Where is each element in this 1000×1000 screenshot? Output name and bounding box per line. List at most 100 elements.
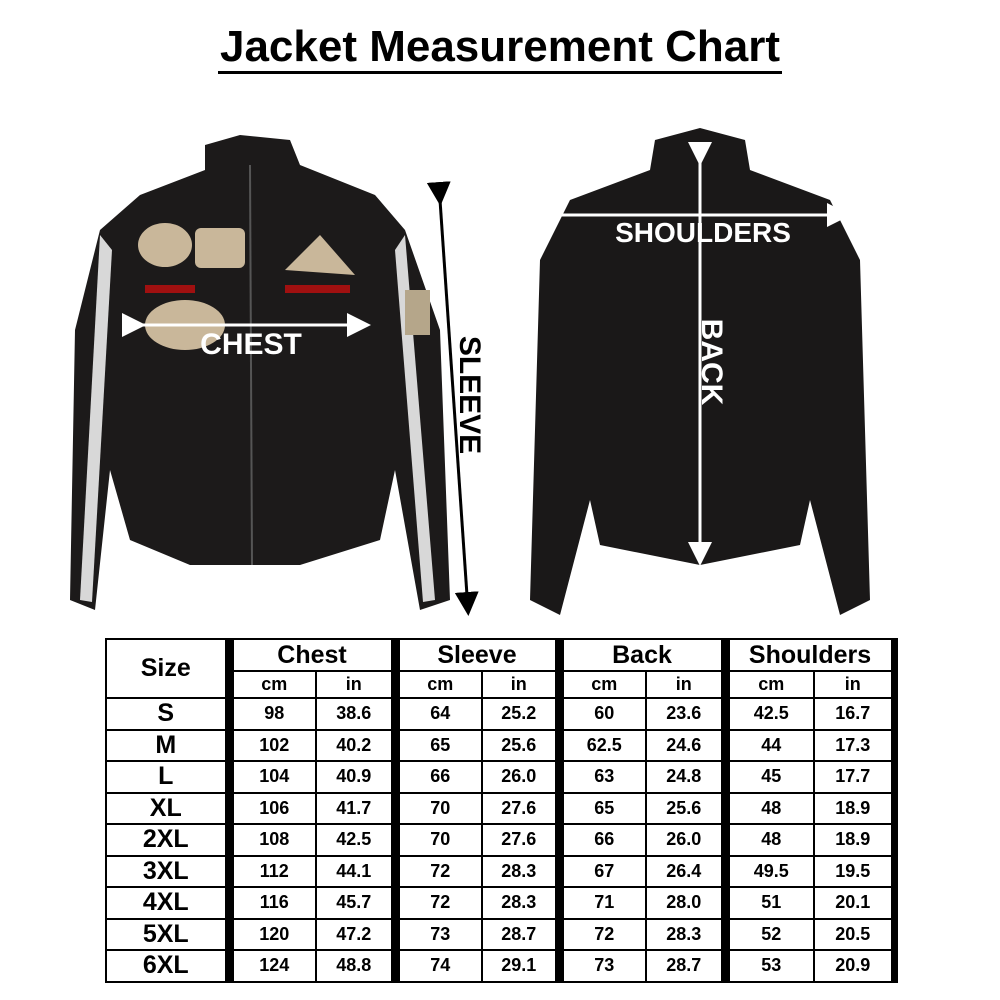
page-title: Jacket Measurement Chart xyxy=(0,22,1000,74)
measurement-cell: 28.0 xyxy=(644,886,727,920)
measurement-cell: 72 xyxy=(390,854,483,888)
measurement-cell: 42.5 xyxy=(720,697,816,731)
front-jacket-image xyxy=(70,135,450,610)
measurement-cell: 28.3 xyxy=(481,886,560,920)
shoulders-label: SHOULDERS xyxy=(615,217,791,248)
unit-in: in xyxy=(315,670,396,699)
measurement-cell: 120 xyxy=(224,917,317,951)
measurement-cell: 72 xyxy=(390,886,483,920)
measurement-cell: 26.0 xyxy=(644,823,727,857)
measurement-cell: 44 xyxy=(720,728,816,762)
unit-cm: cm xyxy=(224,670,317,699)
measurement-cell: 112 xyxy=(224,854,317,888)
measurement-cell: 29.1 xyxy=(481,949,560,983)
measurement-cell: 38.6 xyxy=(315,697,396,731)
measurement-cell: 27.6 xyxy=(481,823,560,857)
measurement-cell: 20.9 xyxy=(813,949,898,983)
measurement-cell: 72 xyxy=(554,917,647,951)
measurement-cell: 45 xyxy=(720,760,816,794)
table-row: XL 106 41.7 70 27.6 65 25.6 48 18.9 xyxy=(105,791,898,825)
size-header: Size xyxy=(105,638,230,699)
unit-in: in xyxy=(644,670,727,699)
measurement-cell: 25.6 xyxy=(644,791,727,825)
measurement-cell: 25.2 xyxy=(481,697,560,731)
measurement-cell: 28.3 xyxy=(644,917,727,951)
measurement-cell: 45.7 xyxy=(315,886,396,920)
measurement-cell: 18.9 xyxy=(813,823,898,857)
measurement-cell: 63 xyxy=(554,760,647,794)
measurement-cell: 98 xyxy=(224,697,317,731)
size-cell: 6XL xyxy=(105,949,230,983)
table-row: 2XL 108 42.5 70 27.6 66 26.0 48 18.9 xyxy=(105,823,898,857)
measurement-cell: 65 xyxy=(554,791,647,825)
measurement-cell: 49.5 xyxy=(720,854,816,888)
measurement-cell: 28.3 xyxy=(481,854,560,888)
measurement-cell: 27.6 xyxy=(481,791,560,825)
size-cell: 4XL xyxy=(105,886,230,920)
back-label: BACK xyxy=(695,319,728,406)
measurement-cell: 116 xyxy=(224,886,317,920)
measurement-cell: 73 xyxy=(390,917,483,951)
table-row: 6XL 124 48.8 74 29.1 73 28.7 53 20.9 xyxy=(105,949,898,983)
unit-cm: cm xyxy=(720,670,816,699)
measurement-cell: 53 xyxy=(720,949,816,983)
measurement-cell: 28.7 xyxy=(481,917,560,951)
measurement-cell: 48 xyxy=(720,791,816,825)
size-cell: 2XL xyxy=(105,823,230,857)
measurement-cell: 104 xyxy=(224,760,317,794)
unit-in: in xyxy=(481,670,560,699)
unit-cm: cm xyxy=(554,670,647,699)
measurement-cell: 66 xyxy=(390,760,483,794)
measurement-cell: 26.4 xyxy=(644,854,727,888)
sleeve-label: SLEEVE xyxy=(453,336,486,454)
chest-label: CHEST xyxy=(200,328,302,361)
measurement-cell: 73 xyxy=(554,949,647,983)
measurement-cell: 44.1 xyxy=(315,854,396,888)
size-cell: 3XL xyxy=(105,854,230,888)
size-cell: M xyxy=(105,728,230,762)
measurement-cell: 40.9 xyxy=(315,760,396,794)
shoulders-header: Shoulders xyxy=(720,638,898,672)
measurement-cell: 48 xyxy=(720,823,816,857)
measurement-cell: 74 xyxy=(390,949,483,983)
measurement-cell: 24.8 xyxy=(644,760,727,794)
measurement-cell: 17.7 xyxy=(813,760,898,794)
measurement-cell: 16.7 xyxy=(813,697,898,731)
sleeve-arrow xyxy=(426,181,479,616)
measurement-cell: 24.6 xyxy=(644,728,727,762)
measurement-cell: 40.2 xyxy=(315,728,396,762)
measurement-cell: 20.1 xyxy=(813,886,898,920)
measurement-cell: 60 xyxy=(554,697,647,731)
measurement-cell: 62.5 xyxy=(554,728,647,762)
measurement-cell: 25.6 xyxy=(481,728,560,762)
measurement-cell: 106 xyxy=(224,791,317,825)
unit-cm: cm xyxy=(390,670,483,699)
table-row: L 104 40.9 66 26.0 63 24.8 45 17.7 xyxy=(105,760,898,794)
measurement-cell: 66 xyxy=(554,823,647,857)
back-header: Back xyxy=(554,638,727,672)
measurement-cell: 51 xyxy=(720,886,816,920)
measurement-cell: 28.7 xyxy=(644,949,727,983)
measurement-cell: 20.5 xyxy=(813,917,898,951)
measurement-cell: 47.2 xyxy=(315,917,396,951)
measurement-cell: 18.9 xyxy=(813,791,898,825)
measurement-cell: 65 xyxy=(390,728,483,762)
measurement-cell: 70 xyxy=(390,791,483,825)
measurement-cell: 108 xyxy=(224,823,317,857)
measurement-cell: 52 xyxy=(720,917,816,951)
chest-header: Chest xyxy=(224,638,396,672)
measurement-cell: 71 xyxy=(554,886,647,920)
table-row: 4XL 116 45.7 72 28.3 71 28.0 51 20.1 xyxy=(105,886,898,920)
measurement-cell: 124 xyxy=(224,949,317,983)
sleeve-header: Sleeve xyxy=(390,638,560,672)
measurement-cell: 102 xyxy=(224,728,317,762)
size-cell: L xyxy=(105,760,230,794)
measurement-cell: 70 xyxy=(390,823,483,857)
measurement-cell: 48.8 xyxy=(315,949,396,983)
table-row: M 102 40.2 65 25.6 62.5 24.6 44 17.3 xyxy=(105,728,898,762)
measurement-cell: 17.3 xyxy=(813,728,898,762)
measurement-cell: 67 xyxy=(554,854,647,888)
measurement-cell: 26.0 xyxy=(481,760,560,794)
measurement-cell: 19.5 xyxy=(813,854,898,888)
table-row: S 98 38.6 64 25.2 60 23.6 42.5 16.7 xyxy=(105,697,898,731)
